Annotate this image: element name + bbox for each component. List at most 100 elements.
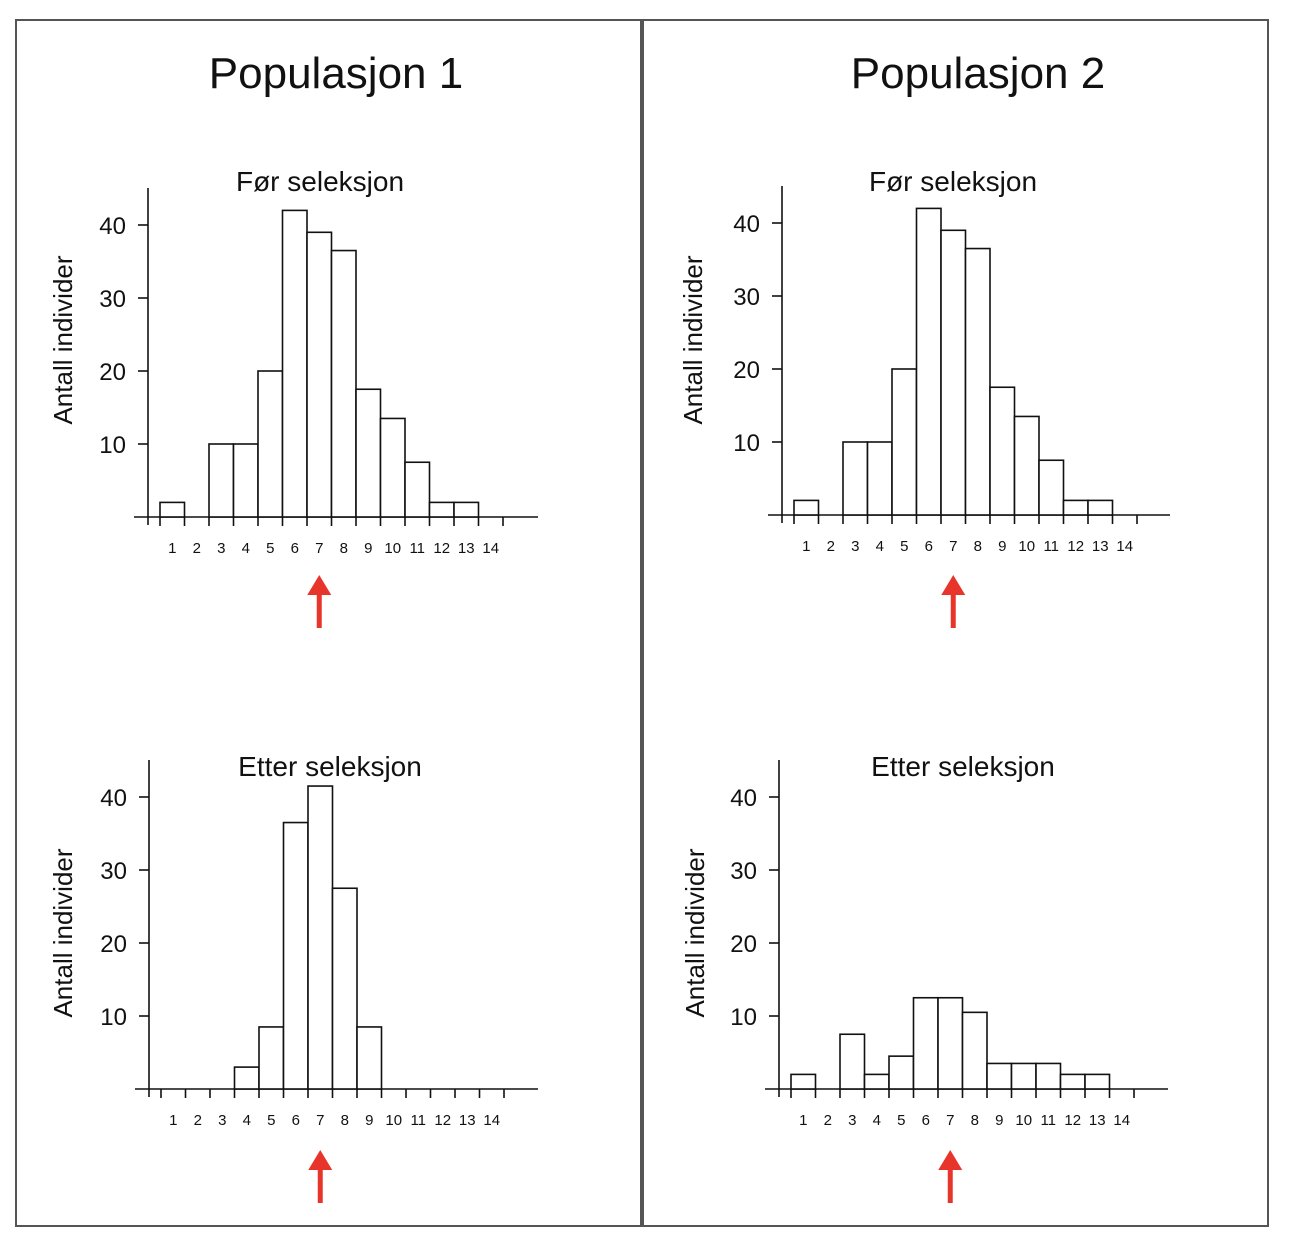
bar	[790, 1073, 817, 1090]
x-tick-label: 9	[995, 1112, 1003, 1129]
x-tick-label: 8	[340, 540, 348, 557]
x-tick-label: 4	[242, 540, 250, 557]
x-tick-label: 11	[409, 540, 425, 557]
y-tick-label: 30	[100, 858, 127, 885]
x-tick-label: 9	[365, 1112, 373, 1129]
chart-pop2-before: Før seleksjon Antall individer 10 20 30 40 1…	[678, 166, 1170, 628]
x-tick-label: 13	[1089, 1112, 1106, 1129]
chart-pop2-after: Etter seleksjon Antall individer 10 20 30 4…	[680, 751, 1168, 1203]
y-tick-label: 20	[99, 359, 126, 386]
x-tick-label: 8	[974, 538, 982, 555]
panel-title: Etter seleksjon	[871, 751, 1055, 782]
bar	[282, 821, 309, 1090]
bar	[1084, 1073, 1111, 1090]
bar	[961, 1011, 988, 1090]
y-tick-label: 20	[733, 357, 760, 384]
y-axis-label: Antall individer	[678, 255, 708, 424]
y-tick-label: 20	[730, 931, 757, 958]
y-tick-label: 30	[733, 284, 760, 311]
y-tick-label: 30	[99, 286, 126, 313]
x-tick-label: 14	[482, 540, 499, 557]
x-tick-label: 14	[1113, 1112, 1130, 1129]
bar	[281, 209, 308, 518]
bar	[306, 231, 333, 518]
x-tick-label: 6	[292, 1112, 300, 1129]
bar	[940, 229, 967, 516]
x-tick-label: 6	[925, 538, 933, 555]
x-tick-label: 7	[946, 1112, 954, 1129]
x-tick-label: 5	[897, 1112, 905, 1129]
y-tick-label: 10	[100, 1004, 127, 1031]
bar	[208, 443, 235, 518]
bar	[330, 249, 357, 518]
y-tick-label: 20	[100, 931, 127, 958]
x-tick-label: 2	[827, 538, 835, 555]
arrow-head-icon	[938, 1150, 963, 1170]
bar	[1013, 415, 1040, 516]
x-tick-label: 11	[1040, 1112, 1056, 1129]
x-tick-label: 8	[971, 1112, 979, 1129]
x-tick-label: 3	[217, 540, 225, 557]
x-tick-label: 13	[458, 540, 475, 557]
bar	[1035, 1062, 1062, 1090]
x-tick-label: 13	[459, 1112, 476, 1129]
bar	[453, 501, 480, 518]
bar	[233, 1066, 260, 1090]
bar	[866, 441, 893, 516]
x-tick-label: 3	[218, 1112, 226, 1129]
bar	[257, 370, 284, 518]
bar	[159, 501, 186, 518]
x-tick-label: 4	[873, 1112, 881, 1129]
bar	[986, 1062, 1013, 1090]
y-tick-label: 40	[99, 213, 126, 240]
x-tick-label: 14	[1116, 538, 1133, 555]
panel-title: Etter seleksjon	[238, 751, 422, 782]
bar	[331, 887, 358, 1090]
chart-pop1-after: Etter seleksjon Antall individer 10 20 30 4…	[48, 751, 538, 1203]
x-tick-label: 6	[291, 540, 299, 557]
bar	[428, 501, 455, 518]
x-tick-label: 1	[802, 538, 810, 555]
x-tick-label: 10	[1018, 538, 1035, 555]
panel-title: Før seleksjon	[869, 166, 1037, 197]
x-tick-label: 6	[922, 1112, 930, 1129]
x-tick-label: 12	[434, 1112, 451, 1129]
bar	[232, 443, 259, 518]
arrow-head-icon	[307, 575, 332, 595]
x-tick-label: 4	[243, 1112, 251, 1129]
y-tick-label: 10	[99, 432, 126, 459]
population-2-title: Populasjon 2	[851, 49, 1105, 98]
bar	[1059, 1073, 1086, 1090]
bar	[891, 368, 918, 516]
bar	[989, 386, 1016, 516]
x-tick-label: 9	[364, 540, 372, 557]
x-tick-label: 3	[848, 1112, 856, 1129]
x-tick-label: 4	[876, 538, 884, 555]
y-tick-label: 30	[730, 858, 757, 885]
bar	[258, 1026, 285, 1090]
x-tick-label: 12	[1067, 538, 1084, 555]
arrow-head-icon	[941, 575, 966, 595]
bar	[863, 1073, 890, 1090]
x-tick-label: 5	[900, 538, 908, 555]
bar	[1038, 459, 1065, 516]
y-tick-label: 10	[730, 1004, 757, 1031]
y-tick-label: 40	[730, 785, 757, 812]
x-tick-label: 10	[1015, 1112, 1032, 1129]
population-1-title: Populasjon 1	[209, 49, 463, 98]
y-tick-label: 10	[733, 430, 760, 457]
x-tick-label: 1	[168, 540, 176, 557]
x-tick-label: 5	[266, 540, 274, 557]
x-tick-label: 1	[169, 1112, 177, 1129]
y-tick-label: 40	[733, 211, 760, 238]
bar	[1087, 499, 1114, 516]
bar	[356, 1026, 383, 1090]
x-tick-label: 10	[385, 1112, 402, 1129]
bar	[404, 461, 431, 518]
panel-title: Før seleksjon	[236, 166, 404, 197]
bar	[839, 1033, 866, 1090]
